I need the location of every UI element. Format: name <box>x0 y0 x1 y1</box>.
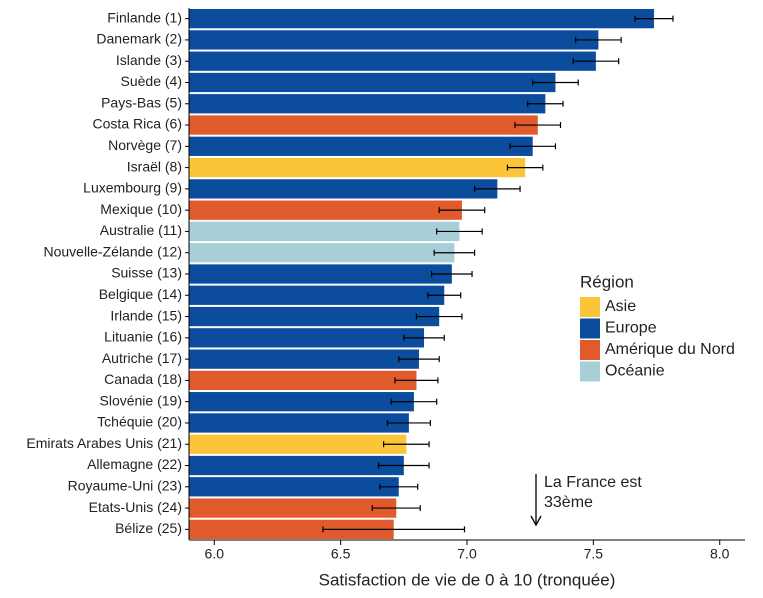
error-bar <box>433 249 476 256</box>
x-axis-title: Satisfaction de vie de 0 à 10 (tronquée) <box>319 570 616 589</box>
y-tick-label: Nouvelle-Zélande (12) <box>43 243 182 259</box>
legend-label: Europe <box>605 320 657 337</box>
y-tick-label: Israël (8) <box>127 158 182 174</box>
x-tick-label: 6.5 <box>331 546 351 562</box>
x-tick-label: 6.0 <box>205 546 225 562</box>
error-bar <box>415 313 463 320</box>
bar <box>189 115 538 135</box>
bar <box>189 349 419 369</box>
y-tick-label: Suède (4) <box>121 73 182 89</box>
bar <box>189 94 546 114</box>
bar <box>189 306 440 327</box>
error-bar <box>371 505 421 512</box>
x-tick-label: 8.0 <box>710 546 730 562</box>
bar <box>189 498 397 518</box>
error-bar <box>383 441 430 448</box>
error-bar <box>322 526 466 533</box>
error-bar <box>398 356 440 363</box>
bar <box>189 200 462 220</box>
bar <box>189 30 599 50</box>
y-tick-label: Suisse (13) <box>111 265 182 281</box>
bar <box>189 51 596 71</box>
y-tick-label: Autriche (17) <box>102 350 182 366</box>
error-bar <box>386 419 431 426</box>
y-tick-label: Danemark (2) <box>96 31 182 47</box>
legend-label: Amérique du Nord <box>605 341 735 358</box>
bar <box>189 285 445 305</box>
y-tick-label: Allemagne (22) <box>87 456 182 472</box>
bar <box>189 157 526 178</box>
bar <box>189 328 425 348</box>
y-tick-label: Pays-Bas (5) <box>101 94 182 110</box>
y-tick-label: Bélize (25) <box>115 520 182 536</box>
legend-swatch <box>580 318 600 339</box>
x-tick-label: 7.5 <box>584 546 604 562</box>
bar <box>189 72 556 93</box>
error-bar <box>634 15 674 22</box>
annotation: La France est <box>544 474 642 491</box>
legend-swatch <box>580 361 600 382</box>
x-tick-label: 7.0 <box>457 546 477 562</box>
legend-swatch <box>580 340 600 360</box>
legend-label: Asie <box>605 298 636 315</box>
error-bar <box>394 377 439 384</box>
bar <box>189 455 404 476</box>
y-tick-label: Islande (3) <box>116 52 182 68</box>
error-bar <box>390 398 438 405</box>
y-tick-label: Finlande (1) <box>107 9 182 25</box>
arrow-head <box>530 515 542 527</box>
bar <box>189 519 394 539</box>
bar <box>189 413 409 433</box>
legend-swatch <box>580 297 600 317</box>
error-bar <box>572 58 620 65</box>
error-bar <box>527 100 564 107</box>
y-tick-label: Australie (11) <box>100 222 182 238</box>
bar <box>189 179 498 199</box>
annotation: 33ème <box>544 494 593 511</box>
error-bar <box>575 36 622 43</box>
error-bar <box>473 185 521 192</box>
error-bar <box>377 462 430 469</box>
y-tick-label: Luxembourg (9) <box>83 180 182 196</box>
y-tick-label: Etats-Unis (24) <box>89 499 182 515</box>
bar <box>189 434 407 454</box>
y-tick-label: Irlande (15) <box>110 307 182 323</box>
error-bar <box>438 207 486 214</box>
error-bar <box>532 79 579 86</box>
y-tick-label: Emirats Arabes Unis (21) <box>26 435 182 451</box>
bar <box>189 136 533 156</box>
error-bar <box>514 122 562 129</box>
bar <box>189 264 452 284</box>
y-tick-label: Costa Rica (6) <box>93 116 182 132</box>
legend-label: Océanie <box>605 363 665 380</box>
bar <box>189 9 655 29</box>
y-tick-label: Mexique (10) <box>100 201 182 217</box>
error-bar <box>427 292 462 299</box>
y-tick-label: Tchéquie (20) <box>97 414 182 430</box>
error-bar <box>379 483 419 490</box>
y-tick-label: Slovénie (19) <box>100 392 183 408</box>
bar <box>189 243 455 263</box>
legend-title: Région <box>580 272 634 291</box>
y-tick-label: Belgique (14) <box>99 286 182 302</box>
y-tick-label: Canada (18) <box>104 371 182 387</box>
error-bar <box>436 228 483 235</box>
bar <box>189 477 399 497</box>
error-bar <box>509 143 557 150</box>
y-tick-label: Royaume-Uni (23) <box>68 478 182 494</box>
error-bar <box>506 164 544 171</box>
y-tick-label: Lituanie (16) <box>104 329 182 345</box>
bar <box>189 370 417 391</box>
y-tick-label: Norvège (7) <box>108 137 182 153</box>
error-bar <box>431 271 473 277</box>
bar <box>189 392 414 412</box>
bar <box>189 221 460 242</box>
error-bar <box>403 334 445 341</box>
